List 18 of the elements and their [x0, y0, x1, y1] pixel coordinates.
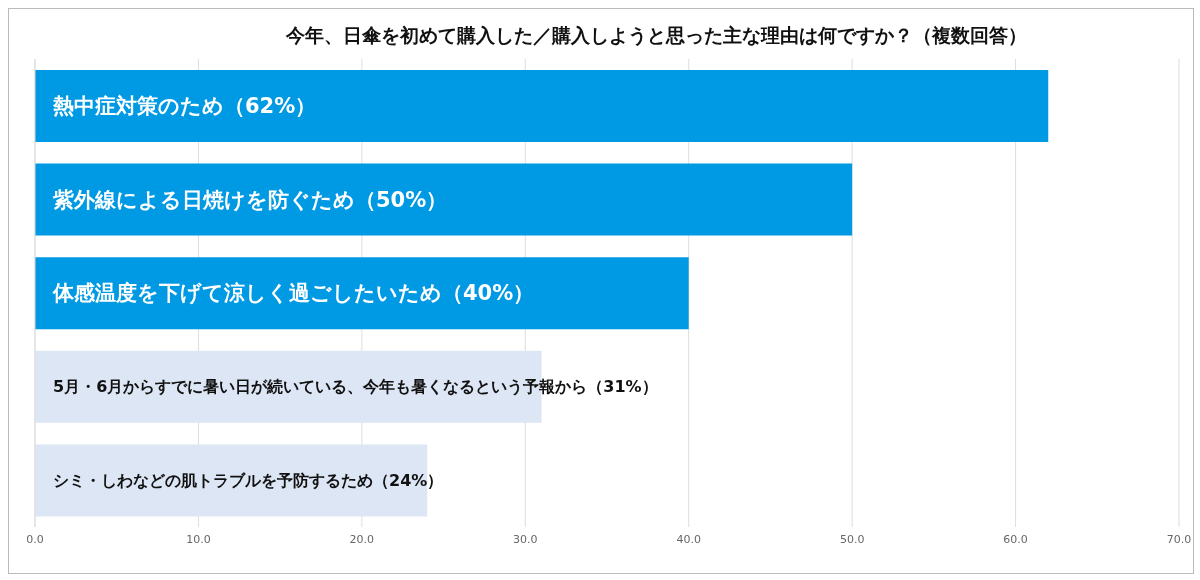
y-tick-label: シミ・しわなどの肌トラブルを予防するため（24%）	[53, 470, 444, 490]
y-tick-label: 5月・6月からすでに暑い日が続いている、今年も暑くなるという予報から（31%）	[53, 377, 658, 397]
x-tick-label: 40.0	[676, 532, 701, 546]
y-tick-label: 熱中症対策のため（62%）	[52, 94, 317, 118]
x-tick-label: 10.0	[186, 532, 211, 546]
x-tick-label: 70.0	[1166, 532, 1192, 546]
x-tick-label: 20.0	[349, 532, 375, 546]
bar	[35, 257, 689, 330]
chart-title: 今年、日傘を初めて購入した／購入しようと思った主な理由は何ですか？（複数回答）	[284, 23, 1028, 48]
y-tick-label: 体感温度を下げて涼しく過ごしたいため（40%）	[52, 281, 535, 306]
y-tick-label: 紫外線による日焼けを防ぐため（50%）	[52, 187, 448, 212]
x-tick-label: 60.0	[1003, 532, 1028, 546]
bar	[35, 444, 428, 517]
x-tick-label: 30.0	[513, 532, 538, 546]
x-tick-label: 0.0	[26, 532, 44, 546]
bar	[35, 70, 1049, 142]
x-tick-label: 50.0	[839, 532, 865, 546]
bar	[35, 163, 853, 236]
